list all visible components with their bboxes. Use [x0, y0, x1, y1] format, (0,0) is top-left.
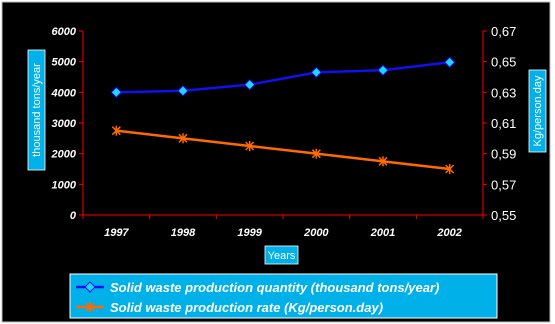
markers	[110, 56, 456, 174]
right-axis-title-box	[528, 69, 547, 153]
data-point-quantity	[243, 78, 256, 91]
legend: Solid waste production quantity (thousan…	[69, 273, 498, 319]
x-axis-label: Years	[268, 250, 296, 262]
data-point-rate	[245, 141, 255, 151]
series-line-rate	[116, 129, 450, 171]
data-point-rate	[111, 125, 121, 136]
right-tick-label: 0,63	[491, 85, 516, 100]
legend-item-rate: Solid waste production rate (Kg/person.d…	[76, 300, 383, 315]
series-line-quantity	[116, 61, 450, 94]
left-axis-title-box	[27, 49, 46, 171]
left-tick-label: 3000	[52, 118, 77, 130]
data-point-rate	[178, 133, 188, 144]
x-tick-label: 2001	[370, 227, 395, 239]
x-tick-label: 2002	[436, 227, 461, 239]
left-tick-label: 1000	[52, 179, 77, 191]
data-point-quantity	[377, 64, 389, 76]
left-axis-label: thousand tons/year	[31, 63, 43, 157]
data-point-quantity	[110, 86, 123, 99]
left-tick-label: 5000	[52, 57, 77, 69]
left-tick-label: 2000	[51, 149, 77, 161]
data-point-rate	[311, 148, 321, 159]
data-point-quantity	[310, 66, 323, 79]
x-tick-label: 1999	[237, 227, 262, 239]
right-tick-label: 0,55	[491, 208, 516, 223]
left-tick-label: 0	[70, 210, 77, 222]
x-tick-label: 1997	[104, 227, 129, 239]
right-tick-label: 0,59	[491, 147, 516, 162]
x-axis-title-box	[264, 245, 299, 265]
legend-label-quantity: Solid waste production quantity (thousan…	[110, 280, 439, 295]
data-point-rate	[378, 156, 388, 167]
left-tick-label: 4000	[51, 87, 77, 99]
legend-diamond-marker	[84, 281, 96, 293]
data-point-quantity	[443, 56, 456, 68]
left-tick-label: 6000	[52, 26, 77, 38]
axes: 0 1000 2000 3000 4000 5000 6000 0,55 0,57 0,59 0,6…	[51, 24, 517, 239]
plot-lines	[116, 61, 450, 171]
legend-box	[69, 273, 498, 319]
legend-label-rate: Solid waste production rate (Kg/person.d…	[110, 300, 383, 315]
right-tick-label: 0,61	[491, 116, 516, 131]
x-tick-label: 2000	[303, 227, 329, 239]
data-point-quantity	[177, 85, 189, 97]
right-axis-label: Kg/person.day	[532, 75, 544, 146]
right-tick-label: 0,57	[491, 177, 516, 192]
right-tick-label: 0,65	[491, 55, 516, 70]
x-tick-label: 1998	[171, 227, 196, 239]
left-axis-title: thousand tons/year	[27, 49, 46, 171]
x-axis-title: Years	[264, 245, 299, 265]
data-point-rate	[445, 164, 455, 174]
legend-asterisk-marker	[85, 302, 95, 312]
legend-item-quantity: Solid waste production quantity (thousan…	[76, 280, 439, 295]
right-axis-title: Kg/person.day	[528, 69, 547, 153]
right-tick-label: 0,67	[491, 24, 516, 39]
